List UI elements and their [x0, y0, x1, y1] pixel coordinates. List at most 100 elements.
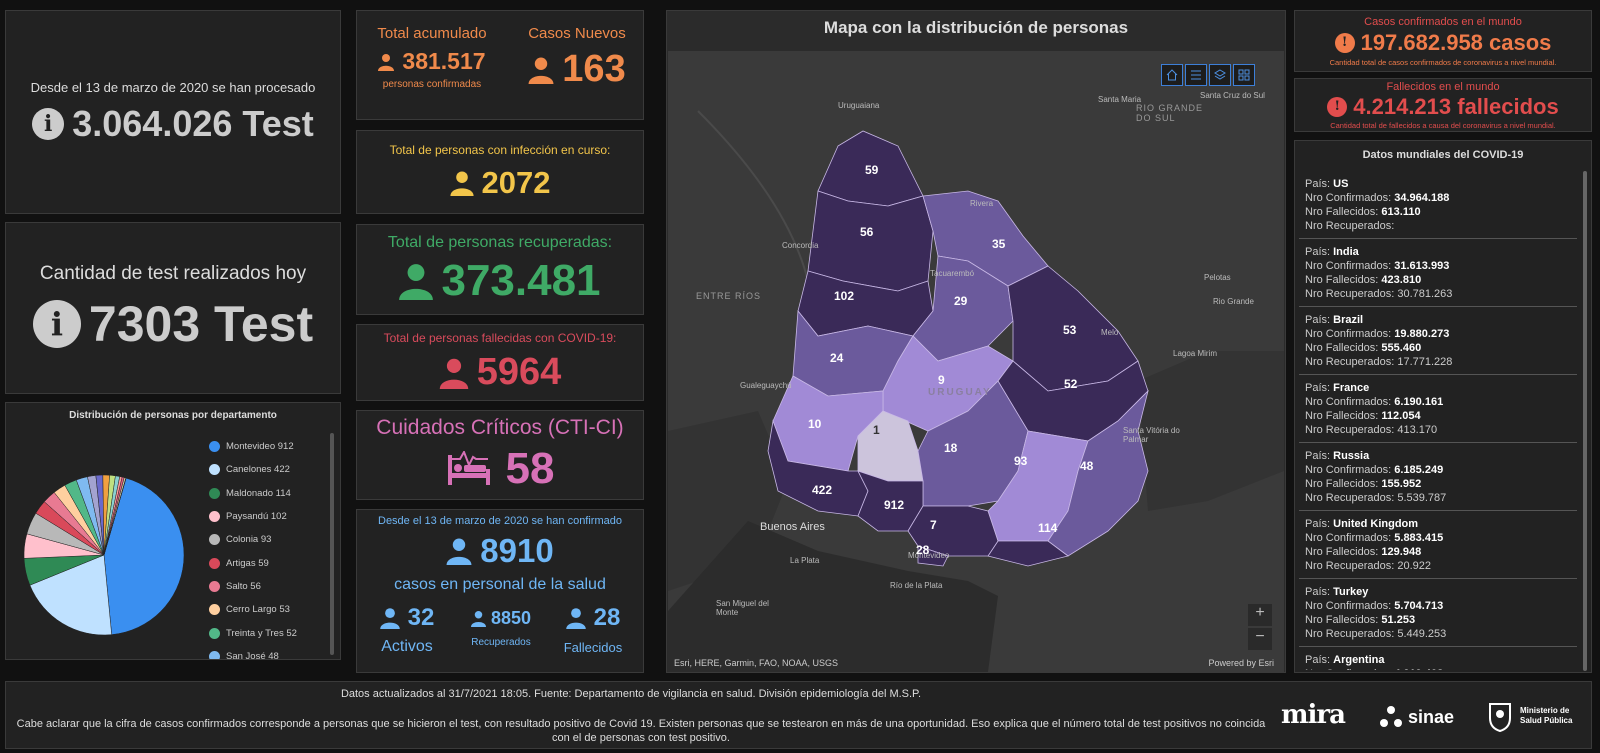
map-place-label: ENTRE RÍOS	[696, 291, 762, 301]
fallecidos-label: Fallecidos	[563, 640, 623, 655]
world-country-line: Nro Confirmados: 31.613.993	[1305, 260, 1450, 272]
pie-slice-montevideo[interactable]	[103, 477, 185, 635]
department-count[interactable]: 24	[830, 351, 844, 365]
legend-swatch	[209, 604, 220, 616]
personal-salud-caption: Desde el 13 de marzo de 2020 se han conf…	[378, 515, 622, 527]
department-count[interactable]: 93	[1014, 454, 1028, 468]
legend-item[interactable]: Treinta y Tres 52	[209, 621, 324, 644]
map-place-label: Rivera	[970, 199, 994, 208]
hospital-bed-icon	[447, 451, 490, 485]
world-country-line: País: Argentina	[1305, 654, 1385, 666]
world-data-list[interactable]: País: US Nro Confirmados: 34.964.188 Nro F…	[1299, 171, 1577, 670]
world-country-item[interactable]: País: India Nro Confirmados: 31.613.993 Nr…	[1299, 239, 1577, 307]
map-place-label: Concordia	[782, 241, 819, 250]
legend-item[interactable]: Montevideo 912	[209, 435, 324, 458]
world-deaths-sub: Cantidad total de fallecidos a causa del…	[1330, 120, 1556, 130]
map-panel: Mapa con la distribución de personas	[666, 10, 1286, 673]
department-count[interactable]: 59	[865, 163, 879, 177]
department-count[interactable]: 48	[1080, 459, 1094, 473]
department-count[interactable]: 912	[884, 498, 905, 512]
world-list-scrollbar[interactable]	[1583, 171, 1587, 671]
world-country-item[interactable]: País: Brazil Nro Confirmados: 19.880.273 N…	[1299, 307, 1577, 375]
world-country-line: Nro Recuperados: 5.449.253	[1305, 628, 1447, 640]
info-icon: i	[32, 107, 65, 140]
world-country-item[interactable]: País: US Nro Confirmados: 34.964.188 Nro F…	[1299, 171, 1577, 239]
legend-item[interactable]: Canelones 422	[209, 458, 324, 481]
world-country-line: Nro Fallecidos: 155.952	[1305, 478, 1422, 490]
layers-button[interactable]	[1209, 64, 1231, 86]
department-count[interactable]: 9	[938, 373, 945, 387]
activos-label: Activos	[381, 638, 433, 655]
world-country-item[interactable]: País: Turkey Nro Confirmados: 5.704.713 Nr…	[1299, 579, 1577, 647]
legend-item[interactable]: Salto 56	[209, 575, 324, 598]
department-count[interactable]: 1	[873, 423, 880, 437]
legend-item[interactable]: San José 48	[209, 645, 324, 659]
department-count[interactable]: 56	[860, 225, 874, 239]
legend-button[interactable]	[1185, 64, 1207, 86]
person-icon	[470, 611, 486, 627]
legend-item[interactable]: Colonia 93	[209, 528, 324, 551]
world-country-item[interactable]: País: ArgentinaNro Confirmados: 4.919.40…	[1299, 647, 1577, 670]
legend-item[interactable]: Maldonado 114	[209, 482, 324, 505]
world-country-line: Nro Confirmados: 4.919.408	[1305, 667, 1571, 670]
zoom-in-button[interactable]: +	[1248, 604, 1272, 626]
casos-nuevos-title: Casos Nuevos	[528, 25, 626, 42]
map-place-label: Melo	[1101, 328, 1119, 337]
department-count[interactable]: 53	[1063, 323, 1077, 337]
world-country-line: País: Brazil	[1305, 314, 1364, 326]
department-count[interactable]: 114	[1038, 521, 1058, 535]
department-count[interactable]: 102	[834, 289, 855, 303]
world-country-item[interactable]: País: United Kingdom Nro Confirmados: 5.8…	[1299, 511, 1577, 579]
layers-icon	[1214, 69, 1226, 80]
person-icon	[528, 57, 554, 84]
dept-montevideo	[917, 545, 949, 567]
legend-item[interactable]: Paysandú 102	[209, 505, 324, 528]
legend-label: Maldonado 114	[226, 487, 291, 499]
zoom-out-button[interactable]: −	[1248, 628, 1272, 650]
legend-label: Montevideo 912	[226, 441, 294, 453]
department-count[interactable]: 10	[808, 417, 822, 431]
map-place-label: Rio Grande	[1213, 297, 1254, 306]
basemap-button[interactable]	[1233, 64, 1255, 86]
footer-note: Cabe aclarar que la cifra de casos confi…	[16, 718, 1266, 744]
map-place-label: Montevideo	[908, 551, 950, 560]
legend-label: Canelones 422	[226, 464, 290, 476]
world-confirmed-sub: Cantidad total de casos confirmados de c…	[1329, 57, 1557, 67]
world-country-line: Nro Confirmados: 6.190.161	[1305, 396, 1444, 408]
department-count[interactable]: 35	[992, 237, 1006, 251]
tests-total-value: 3.064.026 Test	[72, 102, 314, 144]
world-country-line: Nro Fallecidos: 613.110	[1305, 206, 1421, 218]
info-icon: i	[32, 300, 81, 348]
legend-item[interactable]: Artigas 59	[209, 551, 324, 574]
department-count[interactable]: 7	[930, 518, 937, 532]
pie-slice-flores[interactable]	[103, 477, 127, 556]
world-country-line: Nro Recuperados: 5.539.787	[1305, 492, 1447, 504]
pie-slice-canelones[interactable]	[29, 554, 112, 636]
info-icon: !	[1327, 96, 1348, 117]
map-view[interactable]: Uruguaiana Santa Maria Santa Cruz do Sul RI…	[668, 51, 1284, 672]
world-country-item[interactable]: País: France Nro Confirmados: 6.190.161 Nr…	[1299, 375, 1577, 443]
world-deaths-title: Fallecidos en el mundo	[1386, 80, 1500, 93]
world-country-line: País: India	[1305, 246, 1359, 258]
chart-legend: Montevideo 912 Canelones 422 Maldonado 114…	[209, 435, 324, 659]
person-icon	[446, 538, 472, 565]
msp-logo: Ministerio de Salud Pública	[1486, 700, 1580, 732]
map-powered[interactable]: Powered by Esri	[1208, 658, 1274, 668]
department-count[interactable]: 52	[1064, 377, 1078, 391]
map-place-label: San Miguel del Monte	[716, 599, 769, 617]
world-country-item[interactable]: País: Russia Nro Confirmados: 6.185.249 Nr…	[1299, 443, 1577, 511]
personal-salud-sub: casos en personal de la salud	[394, 576, 606, 593]
map-place-label: RIO GRANDE DO SUL	[1136, 103, 1204, 123]
world-country-line: Nro Recuperados:	[1305, 220, 1395, 232]
person-icon	[449, 171, 474, 196]
world-country-line: Nro Recuperados: 413.170	[1305, 424, 1438, 436]
total-acumulado-sub: personas confirmadas	[382, 79, 482, 90]
legend-item[interactable]: Cerro Largo 53	[209, 598, 324, 621]
department-count[interactable]: 28	[916, 543, 930, 557]
legend-scrollbar[interactable]	[330, 433, 334, 655]
department-count[interactable]: 18	[944, 441, 958, 455]
map-place-label: La Plata	[790, 556, 820, 565]
home-button[interactable]	[1161, 64, 1183, 86]
department-count[interactable]: 422	[812, 483, 833, 497]
department-count[interactable]: 29	[954, 294, 968, 308]
